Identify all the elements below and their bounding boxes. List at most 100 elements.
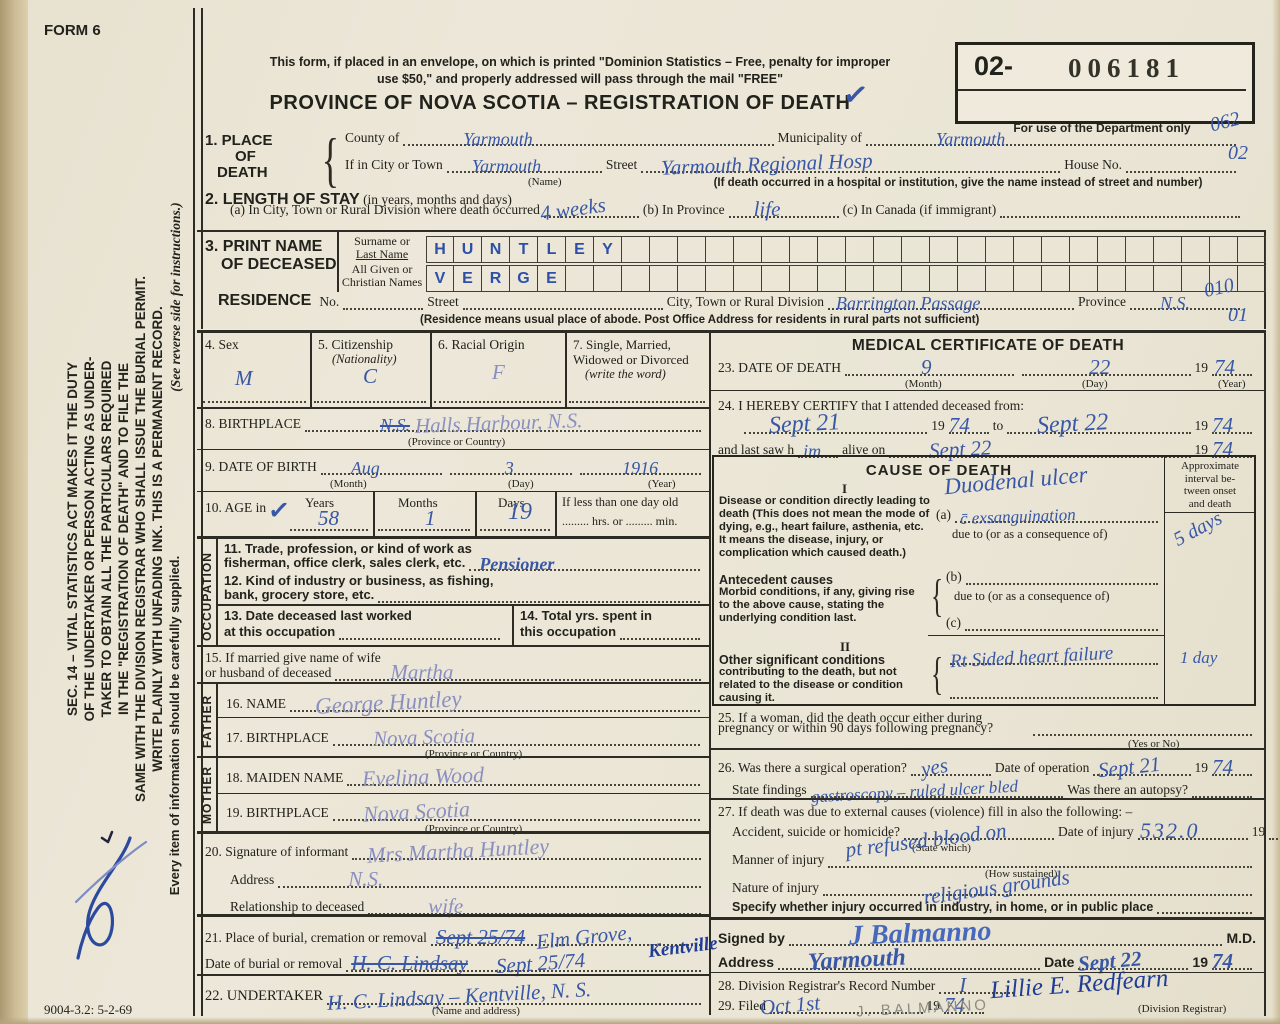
death-day-caption: (Day) [1082,378,1108,390]
informant-address-row: Address N.S. [230,868,705,890]
letter-cell [874,236,902,263]
other-brace: { [930,648,944,699]
number-box-divider [958,89,1246,91]
street-value: Yarmouth Regional Hosp [660,148,874,180]
paper-bottom-edge [0,1017,1280,1024]
stay-c-label: (c) In Canada (if immigrant) [842,202,997,218]
certificate-date-label: Date [1044,953,1075,970]
operation-date-label: Date of operation [994,760,1090,776]
letter-cell [762,236,790,263]
specify-field [1157,907,1252,914]
city-label: If in City or Town [345,157,443,173]
mother-maiden-label: 18. MAIDEN NAME [226,770,344,786]
racial-dots [434,401,561,403]
sex-label: 4. Sex [205,337,239,352]
cause-roman-2: II [840,639,851,654]
trade-row: fisherman, office clerk, sales clerk, et… [224,551,704,573]
last-seen-label-1: and last saw h [718,442,795,458]
injury-date-label: Date of injury [1057,824,1134,840]
father-birthplace-value: Nova Scotia [372,723,476,751]
birthplace-row: 8. BIRTHPLACE N.S. Halls Harbour, N.S. [205,408,705,438]
department-number-box: 02- 006181 [955,42,1255,124]
stay-a-label: (a) In City, Town or Rural Division wher… [230,202,540,218]
other-desc: contributing to the death, but not relat… [719,666,903,704]
letter-cell [902,236,930,263]
marital-label: 7. Single, Married, Widowed or Divorced (… [573,337,689,381]
age-months-dots [378,529,470,531]
burial-date-field: H. C. Lindsay Sept 25/74 [346,948,701,978]
signed-by-row: Signed by J Balmanno M.D. [718,916,1256,952]
physician-address-field: Yarmouth [778,944,1041,976]
burial-place-strike: Sept 25/74 [435,925,526,949]
citizenship-dots [314,401,426,403]
trade-field: Pensioner [469,555,700,573]
death-day-value: 22 [1089,355,1111,379]
record-number-label: 28. Division Registrar's Record Number [718,978,936,994]
trade-label-2: fisherman, office clerk, sales clerk, et… [224,555,466,571]
dob-day-value: 3 [504,458,514,478]
stay-b-label: (b) In Province [642,202,725,218]
total-years-field [620,633,700,640]
burial-date-value: Sept 25/74 [495,947,587,979]
age-div2 [475,492,477,536]
birthplace-caption: (Province or Country) [408,436,506,448]
letter-cell [1042,265,1070,292]
undertaker-caption: (Name and address) [432,1005,520,1017]
cause-desc-1: Disease or condition directly leading to… [719,495,930,559]
industry-field [378,596,700,603]
age-div1 [373,492,375,536]
given-sublabel: All Given or Christian Names [341,262,423,289]
industry-label-2: bank, grocery store, etc. [224,587,375,603]
last-worked-label-2: at this occupation [224,624,336,640]
burial-place-row: 21. Place of burial, cremation or remova… [205,920,705,954]
form-left-border [193,8,203,1016]
letter-cell [622,265,650,292]
age-less-label: If less than one day old [562,495,679,509]
letter-cell [734,236,762,263]
father-strip-line [216,684,218,756]
rule-below-occupation [197,645,709,647]
age-checkmark: ✓ [266,494,292,527]
rule-18-19 [216,793,709,794]
stay-a-value: 4 weeks [538,192,608,226]
letter-cell: Y [594,236,622,263]
place-of-death-label: 1. PLACE OF DEATH [205,132,273,181]
cause-header: CAUSE OF DEATH [865,462,1013,479]
dob-month-caption: (Month) [330,478,367,490]
rule-below-27 [711,917,1266,920]
age-div3 [555,492,557,536]
accident-field [903,833,1054,840]
spouse-label-2: or husband of deceased [205,665,332,681]
birthplace-value: Halls Harbour, N.S. [414,408,583,438]
house-no-field [1126,166,1236,173]
letter-cell: V [426,265,454,292]
residence-province-field: N.S. [1130,294,1240,312]
record-number-row: 28. Division Registrar's Record Number I [718,975,1018,996]
filed-date-field: Oct 1st [759,990,923,1020]
mother-maiden-value: Evelina Wood [361,761,485,792]
dob-year-value: 1916 [622,458,659,478]
physician-address-value: Yarmouth [807,944,907,976]
signature-field: J Balmanno [788,916,1223,951]
letter-cell [1042,236,1070,263]
last-seen-date-field: Sept 22 [889,435,1191,463]
mother-vertical-label: MOTHER [200,766,214,824]
stay-b-field: life [728,199,839,220]
letter-cell [1014,236,1042,263]
cause-roman-1: I [842,481,848,496]
house-no-label: House No. [1064,157,1122,173]
age-days-label: Days [498,495,525,510]
street-field: Yarmouth Regional Hosp [641,148,1061,180]
letter-cell [650,236,678,263]
informant-label: 20. Signature of informant [205,844,349,860]
letter-cell [1238,236,1266,263]
findings-field: gastroscopy – ruled ulcer bled [810,777,1064,806]
letter-cell [1154,265,1182,292]
mother-birthplace-field: Nova Scotia [332,796,700,827]
sex-dots [203,401,306,403]
letter-cell: U [454,236,482,263]
age-years-label: Years [305,495,335,510]
form-title: PROVINCE OF NOVA SCOTIA – REGISTRATION O… [269,92,851,114]
